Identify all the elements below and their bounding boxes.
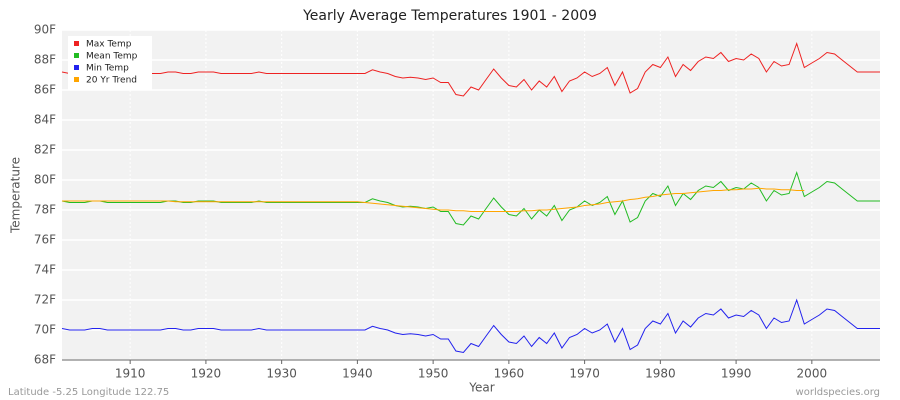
legend-swatch: [74, 53, 79, 58]
y-axis-label: Temperature: [9, 157, 23, 234]
y-tick-label: 76F: [34, 233, 56, 247]
footer-right: worldspecies.org: [796, 387, 880, 398]
series-line: [61, 298, 880, 354]
x-tick-label: 1910: [115, 367, 146, 381]
x-tick-label: 1920: [191, 367, 222, 381]
y-tick-label: 78F: [34, 203, 56, 217]
y-tick-label: 80F: [34, 173, 56, 187]
x-tick-label: 1990: [721, 367, 752, 381]
legend-label: Max Temp: [86, 40, 132, 50]
legend-label: 20 Yr Trend: [86, 76, 137, 86]
x-tick-label: 1940: [342, 367, 373, 381]
footer-left: Latitude -5.25 Longitude 122.75: [8, 387, 169, 398]
legend-swatch: [74, 65, 79, 70]
x-tick-label: 1980: [645, 367, 676, 381]
x-tick-label: 2000: [797, 367, 828, 381]
legend-swatch: [74, 77, 79, 82]
x-axis-label: Year: [468, 381, 494, 395]
y-tick-label: 86F: [34, 83, 56, 97]
y-tick-label: 72F: [34, 293, 56, 307]
x-tick-label: 1960: [494, 367, 525, 381]
legend-label: Min Temp: [86, 64, 129, 74]
y-tick-label: 74F: [34, 263, 56, 277]
series-line: [61, 41, 880, 97]
plot-area: [62, 30, 880, 360]
legend-box: [68, 36, 152, 90]
y-tick-label: 84F: [34, 113, 56, 127]
y-tick-label: 90F: [34, 23, 56, 37]
x-tick-label: 1930: [266, 367, 297, 381]
legend-label: Mean Temp: [86, 52, 138, 62]
y-tick-label: 88F: [34, 53, 56, 67]
series-line: [62, 187, 805, 212]
y-tick-label: 82F: [34, 143, 56, 157]
x-tick-label: 1970: [569, 367, 600, 381]
legend-swatch: [74, 41, 79, 46]
y-tick-label: 68F: [34, 353, 56, 367]
chart-title: Yearly Average Temperatures 1901 - 2009: [302, 8, 597, 24]
x-tick-label: 1950: [418, 367, 449, 381]
y-tick-label: 70F: [34, 323, 56, 337]
